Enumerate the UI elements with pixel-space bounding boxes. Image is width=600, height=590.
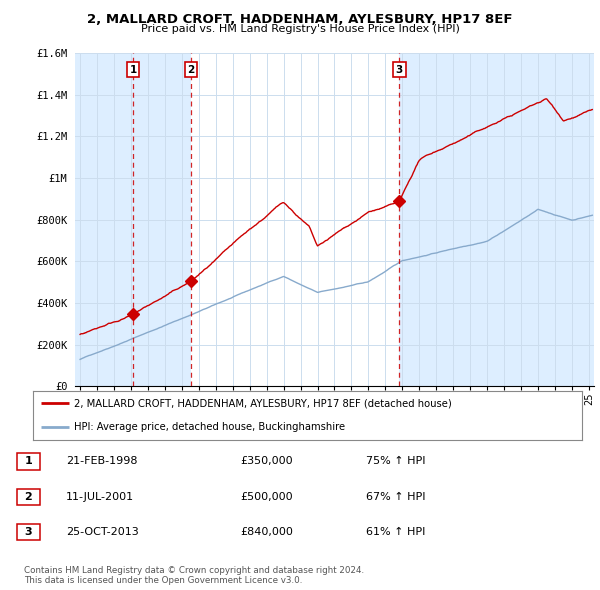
Text: 75% ↑ HPI: 75% ↑ HPI <box>366 457 425 466</box>
Text: Price paid vs. HM Land Registry's House Price Index (HPI): Price paid vs. HM Land Registry's House … <box>140 24 460 34</box>
Text: 2, MALLARD CROFT, HADDENHAM, AYLESBURY, HP17 8EF: 2, MALLARD CROFT, HADDENHAM, AYLESBURY, … <box>87 13 513 26</box>
Text: 67% ↑ HPI: 67% ↑ HPI <box>366 492 425 502</box>
Text: £350,000: £350,000 <box>240 457 293 466</box>
Text: 2: 2 <box>187 65 194 75</box>
Text: This data is licensed under the Open Government Licence v3.0.: This data is licensed under the Open Gov… <box>24 576 302 585</box>
Text: 2: 2 <box>25 492 32 502</box>
Bar <box>399 53 594 386</box>
Text: 11-JUL-2001: 11-JUL-2001 <box>66 492 134 502</box>
Bar <box>75 53 133 386</box>
Text: 3: 3 <box>395 65 403 75</box>
Text: HPI: Average price, detached house, Buckinghamshire: HPI: Average price, detached house, Buck… <box>74 422 346 432</box>
Text: 61% ↑ HPI: 61% ↑ HPI <box>366 527 425 537</box>
Bar <box>133 53 191 386</box>
Text: £840,000: £840,000 <box>240 527 293 537</box>
Text: 1: 1 <box>25 457 32 466</box>
Text: 1: 1 <box>130 65 137 75</box>
Text: 3: 3 <box>25 527 32 537</box>
Text: £500,000: £500,000 <box>240 492 293 502</box>
Bar <box>399 53 594 386</box>
Text: 21-FEB-1998: 21-FEB-1998 <box>66 457 137 466</box>
Text: 25-OCT-2013: 25-OCT-2013 <box>66 527 139 537</box>
Text: Contains HM Land Registry data © Crown copyright and database right 2024.: Contains HM Land Registry data © Crown c… <box>24 566 364 575</box>
Text: 2, MALLARD CROFT, HADDENHAM, AYLESBURY, HP17 8EF (detached house): 2, MALLARD CROFT, HADDENHAM, AYLESBURY, … <box>74 398 452 408</box>
